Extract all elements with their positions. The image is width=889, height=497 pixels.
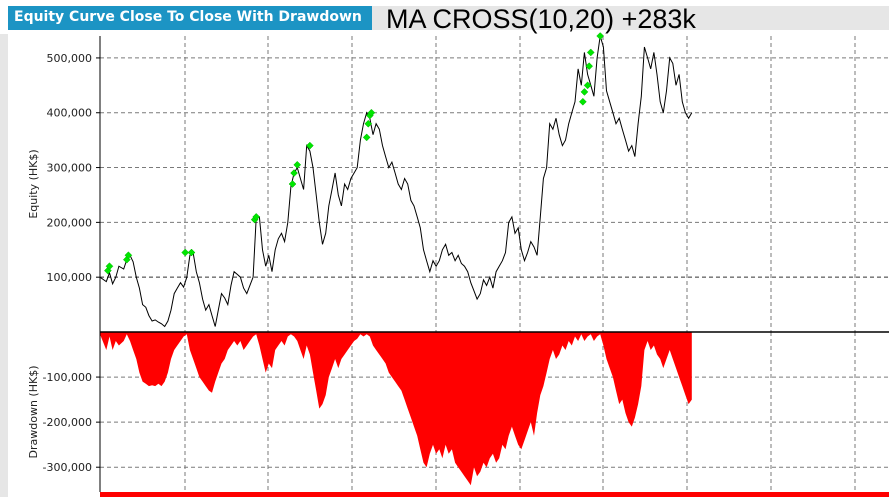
chart-title: Equity Curve Close To Close With Drawdow… (14, 9, 362, 25)
drawdown-axis-label: Drawdown (HK$) (27, 366, 40, 459)
drawdown-tick-label-0: -100,000 (43, 371, 92, 384)
new-high-marker-21 (596, 32, 605, 40)
chart-header: Equity Curve Close To Close With Drawdow… (0, 0, 889, 34)
new-high-markers (104, 32, 605, 275)
left-border (0, 34, 8, 497)
new-high-marker-4 (181, 248, 190, 257)
new-high-marker-9 (290, 169, 298, 177)
new-high-marker-17 (580, 88, 589, 96)
equity-axis-label: Equity (HK$) (27, 149, 40, 218)
equity-y-ticks: 100,000 200,000 300,000 400,000 500,000 (47, 52, 100, 284)
new-high-marker-18 (583, 81, 592, 90)
equity-gridlines (100, 36, 889, 332)
title-bar-extension (372, 6, 889, 30)
drawdown-tick-label-1: -200,000 (43, 416, 92, 429)
new-high-marker-19 (585, 62, 594, 71)
drawdown-area (100, 332, 692, 486)
new-high-marker-12 (362, 133, 371, 142)
new-high-marker-1 (105, 262, 114, 271)
new-high-marker-2 (122, 255, 131, 264)
equity-line (99, 35, 693, 328)
equity-tick-label-4: 500,000 (47, 52, 93, 65)
new-high-marker-0 (104, 266, 112, 275)
new-high-marker-13 (364, 119, 373, 128)
new-high-marker-15 (367, 108, 376, 117)
strategy-annotation: MA CROSS(10,20) +283k (386, 4, 696, 34)
new-high-marker-8 (288, 180, 297, 188)
new-high-marker-5 (187, 248, 196, 257)
new-high-marker-10 (293, 160, 302, 169)
equity-tick-label-3: 400,000 (47, 107, 93, 120)
new-high-marker-16 (579, 97, 587, 106)
drawdown-y-ticks: -100,000 -200,000 -300,000 (43, 371, 100, 474)
new-high-marker-3 (124, 251, 133, 260)
new-high-marker-7 (252, 213, 261, 221)
drawdown-tick-label-2: -300,000 (43, 461, 92, 474)
equity-tick-label-1: 200,000 (47, 216, 93, 229)
new-high-marker-11 (306, 141, 314, 150)
equity-tick-label-2: 300,000 (47, 162, 93, 175)
title-bar: Equity Curve Close To Close With Drawdow… (8, 6, 372, 30)
new-high-marker-20 (586, 48, 595, 57)
equity-tick-label-0: 100,000 (47, 271, 93, 284)
bottom-band (100, 492, 889, 497)
